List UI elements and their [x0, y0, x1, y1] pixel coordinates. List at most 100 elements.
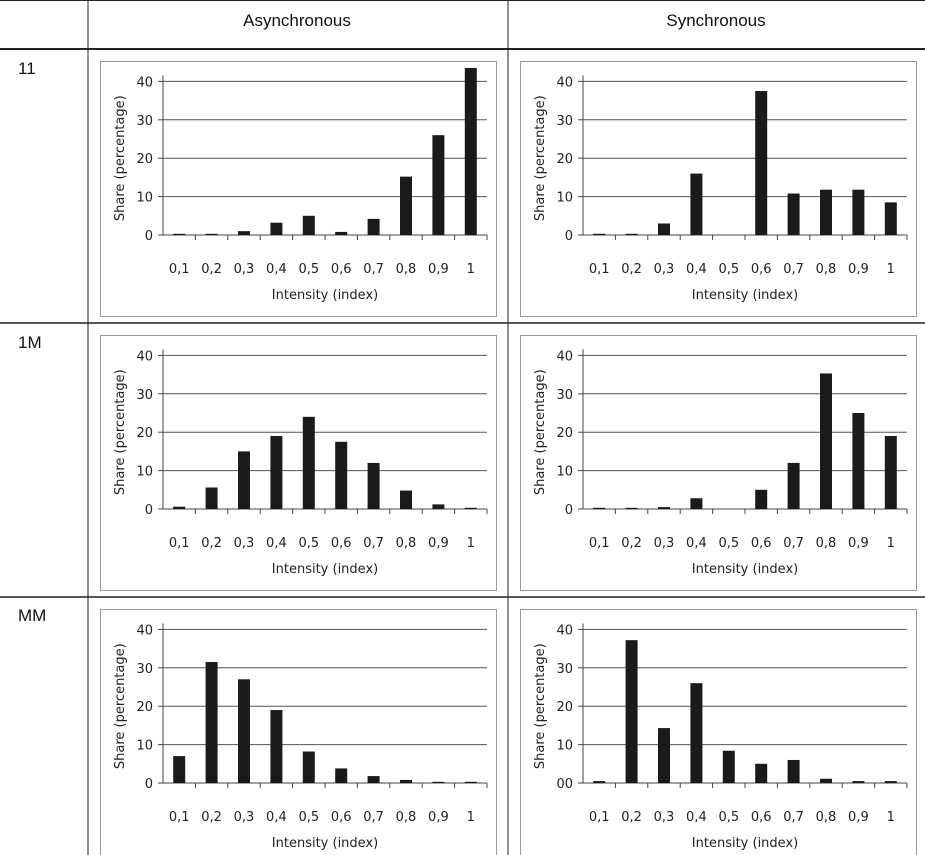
x-tick-label: 0,2	[201, 262, 222, 277]
bar	[593, 507, 606, 509]
row-label-1m: 1M	[18, 333, 42, 352]
y-tick-label: 40	[556, 75, 573, 90]
x-tick-label: 0,8	[396, 810, 417, 825]
y-tick-label: 10	[136, 191, 153, 206]
x-tick-label: 0,4	[266, 810, 287, 825]
bar	[173, 506, 186, 509]
x-tick-label: 0,8	[816, 262, 837, 277]
y-tick-label: 20	[136, 426, 153, 441]
x-axis-label: Intensity (index)	[272, 836, 378, 851]
x-tick-label: 0,2	[621, 536, 642, 551]
bar	[658, 728, 670, 783]
x-tick-label: 0,7	[363, 262, 384, 277]
bar	[400, 176, 412, 235]
bar	[593, 233, 606, 235]
y-tick-label: 20	[136, 152, 153, 167]
x-tick-label: 0,9	[428, 536, 449, 551]
bar	[367, 462, 380, 509]
x-tick-label: 0,8	[816, 536, 837, 551]
bar	[400, 779, 412, 783]
x-tick-label: 0,9	[428, 262, 449, 277]
x-tick-label: 0,3	[234, 536, 255, 551]
bar	[884, 202, 897, 235]
bar	[820, 189, 832, 235]
bar	[173, 233, 186, 235]
x-tick-label: 0,6	[331, 536, 352, 551]
bar	[625, 640, 638, 783]
x-tick-label: 1	[467, 262, 475, 277]
x-tick-label: 0,7	[783, 262, 804, 277]
y-tick-label: 30	[556, 662, 573, 677]
chart-mm-asynchronous: 0 10 20 30 40 0,1 0,2 0,3 0,4 0,5 0,6 0,7 0,8 0,9 1 Int…	[100, 609, 497, 855]
x-tick-label: 0,8	[396, 536, 417, 551]
x-tick-label: 0,5	[718, 536, 739, 551]
y-tick-label: 10	[556, 739, 573, 754]
x-tick-label: 1	[467, 810, 475, 825]
bar	[464, 507, 477, 509]
x-tick-label: 0,1	[589, 810, 610, 825]
y-tick-label: 40	[136, 623, 153, 638]
bar	[690, 683, 703, 783]
chart-panel-border	[520, 609, 917, 855]
y-tick-label: 0	[145, 229, 153, 244]
bar	[238, 451, 250, 509]
bar	[302, 751, 315, 783]
bar	[658, 223, 670, 235]
y-axis-label: Share (percentage)	[113, 369, 128, 495]
y-axis-label: Share (percentage)	[533, 643, 548, 769]
bar	[173, 756, 186, 783]
y-tick-label: 0	[565, 503, 573, 518]
y-tick-label: 40	[556, 623, 573, 638]
x-tick-label: 0,2	[201, 810, 222, 825]
bar	[335, 768, 348, 783]
bar	[464, 67, 477, 236]
y-axis-label: Share (percentage)	[113, 95, 128, 221]
x-axis-label: Intensity (index)	[692, 836, 798, 851]
bar	[400, 490, 412, 509]
x-tick-label: 0,1	[589, 262, 610, 277]
chart-panel-border	[100, 61, 497, 317]
row-label-11: 11	[18, 59, 36, 78]
y-tick-label: 10	[556, 465, 573, 480]
x-tick-label: 0,5	[718, 810, 739, 825]
x-tick-label: 0,8	[396, 262, 417, 277]
x-tick-label: 0,4	[686, 810, 707, 825]
bar	[755, 489, 768, 509]
x-tick-label: 0,3	[234, 262, 255, 277]
chart-mm-synchronous: 00 10 20 30 40 0,1 0,2 0,3 0,4 0,5 0,6 0,7 0,8 0,9 1 In…	[520, 609, 917, 855]
bar	[755, 91, 768, 235]
x-tick-label: 0,3	[234, 810, 255, 825]
bar	[852, 781, 865, 783]
bar	[432, 504, 445, 509]
y-tick-label: 40	[136, 75, 153, 90]
x-tick-label: 0,5	[298, 536, 319, 551]
x-tick-label: 0,4	[686, 262, 707, 277]
x-tick-label: 0,1	[169, 536, 190, 551]
bar	[335, 231, 348, 235]
chart-11-asynchronous: 0 10 20 30 40 0,1 0,2 0,3 0,4 0,5 0,6 0,7 0,8 0,9 1 Int…	[100, 61, 497, 317]
y-tick-label: 20	[556, 152, 573, 167]
bar	[432, 781, 445, 783]
row-label-mm: MM	[18, 606, 46, 625]
y-tick-label: 30	[556, 114, 573, 129]
bar	[755, 763, 768, 783]
y-axis-label: Share (percentage)	[113, 643, 128, 769]
x-axis-label: Intensity (index)	[692, 288, 798, 303]
y-tick-label: 10	[556, 191, 573, 206]
bar	[302, 416, 315, 509]
chart-panel-border	[100, 609, 497, 855]
x-tick-label: 0,2	[201, 536, 222, 551]
x-tick-label: 0,1	[169, 262, 190, 277]
y-tick-label: 20	[556, 700, 573, 715]
bar	[820, 778, 832, 783]
x-tick-label: 0,9	[848, 810, 869, 825]
x-tick-label: 0,6	[331, 810, 352, 825]
y-tick-label: 30	[136, 114, 153, 129]
bar	[238, 231, 250, 235]
chart-1m-synchronous: 0 10 20 30 40 0,1 0,2 0,3 0,4 0,5 0,6 0,7 0,8 0,9 1 Int…	[520, 335, 917, 591]
x-tick-label: 0,7	[363, 536, 384, 551]
y-tick-label: 0	[565, 229, 573, 244]
x-axis-label: Intensity (index)	[692, 562, 798, 577]
